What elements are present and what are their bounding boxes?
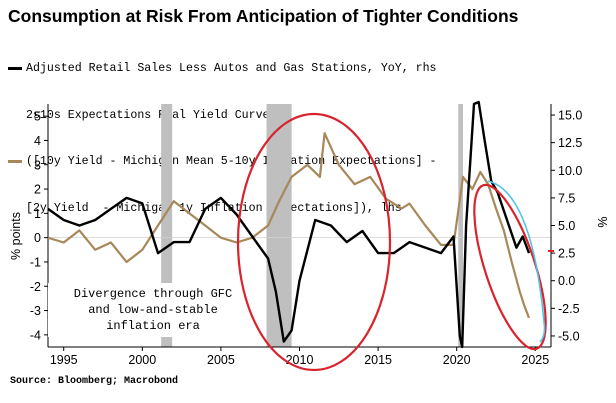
recession-band-0 (161, 104, 173, 347)
right-tick-label: -2.5 (558, 302, 580, 316)
source-note: Source: Bloomberg; Macrobond (10, 376, 179, 387)
right-tick-label: -5.0 (558, 329, 580, 343)
left-tick-label: -1 (30, 255, 41, 269)
recession-band-2 (458, 104, 463, 347)
cyan-arc (487, 180, 546, 343)
x-tick-label-2005: 2005 (207, 353, 235, 367)
highlight-ellipse-recent (473, 183, 547, 351)
x-tick-label-2010: 2010 (286, 353, 314, 367)
left-tick-label: -4 (30, 328, 41, 342)
right-axis-label: % (595, 216, 609, 227)
series-line-retail-sales (47, 100, 531, 349)
left-tick-label: 1 (34, 207, 41, 221)
annotation-box (48, 283, 258, 337)
legend-item-retail: Adjusted Retail Sales Less Autos and Gas… (8, 61, 437, 77)
legend-swatch-retail (8, 67, 22, 71)
right-tick-label: 0.0 (558, 274, 575, 288)
right-tick-label: 15.0 (558, 109, 582, 123)
left-tick-label: -3 (30, 304, 41, 318)
chart-title: Consumption at Risk From Anticipation of… (8, 6, 519, 26)
right-tick-label: 7.5 (558, 191, 575, 205)
left-tick-label: 4 (34, 134, 41, 148)
highlight-ellipse-gfc (236, 112, 392, 372)
left-tick-label: 5 (34, 110, 41, 124)
annotation-line-3: inflation era (106, 319, 200, 333)
right-tick-label: 2.5 (558, 247, 575, 261)
x-tick-label-2020: 2020 (443, 353, 471, 367)
left-tick-label: 0 (34, 231, 41, 245)
left-tick-label: -2 (30, 280, 41, 294)
x-tick-label-1995: 1995 (50, 353, 78, 367)
legend-swatch-curve (8, 160, 22, 164)
annotation-line-2: and low-and-stable (88, 303, 218, 317)
x-tick-label-2025: 2025 (521, 353, 549, 367)
right-tick-label: 12.5 (558, 136, 582, 150)
left-tick-label: 2 (34, 183, 41, 197)
x-tick-label-2000: 2000 (128, 353, 156, 367)
right-tick-label: 5.0 (558, 219, 575, 233)
annotation-line-1: Divergence through GFC (74, 287, 232, 301)
x-tick-label-2015: 2015 (364, 353, 392, 367)
series-line-real-yield-curve (47, 132, 531, 319)
left-axis-label: % points (9, 212, 23, 260)
right-tick-label: 10.0 (558, 164, 582, 178)
legend-label-retail: Adjusted Retail Sales Less Autos and Gas… (26, 62, 437, 75)
left-tick-label: 3 (34, 158, 41, 172)
